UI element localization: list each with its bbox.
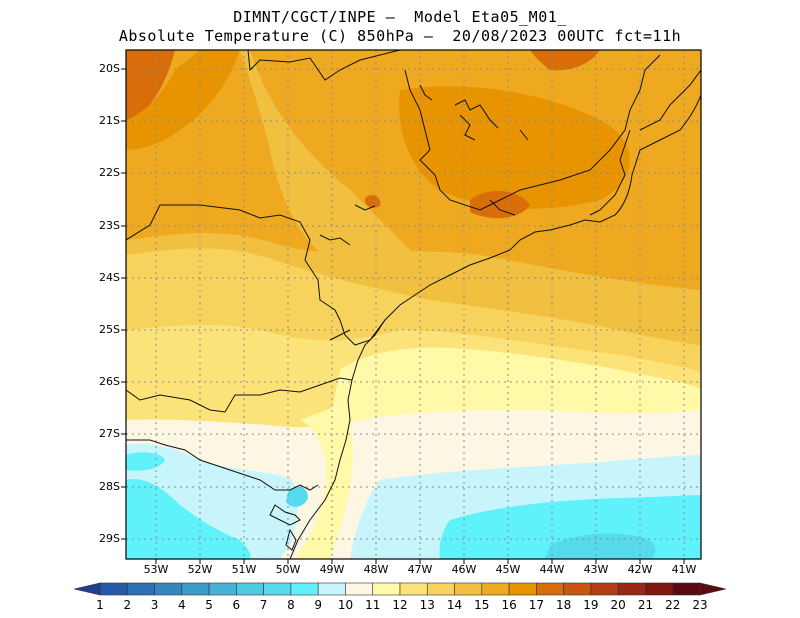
colorbar-label: 1 xyxy=(96,598,104,612)
colorbar-segment xyxy=(672,582,701,596)
colorbar-label: 12 xyxy=(392,598,408,612)
colorbar-label: 16 xyxy=(501,598,517,612)
colorbar-label: 19 xyxy=(583,598,599,612)
colorbar xyxy=(73,582,727,596)
colorbar-segment xyxy=(399,582,428,596)
colorbar-label: 2 xyxy=(123,598,132,612)
lat-label: 25S xyxy=(99,323,120,336)
colorbar-segment xyxy=(345,582,374,596)
lon-label: 53W xyxy=(143,563,169,576)
lat-label: 28S xyxy=(99,480,120,493)
colorbar-segment xyxy=(290,582,319,596)
colorbar-label: 8 xyxy=(287,598,295,612)
colorbar-segment xyxy=(590,582,619,596)
lat-label: 20S xyxy=(99,62,120,75)
lon-label: 43W xyxy=(583,563,609,576)
colorbar-segment xyxy=(208,582,237,596)
plot-frame xyxy=(125,49,702,560)
colorbar-label: 6 xyxy=(232,598,241,612)
lat-label: 21S xyxy=(99,114,120,127)
colorbar-segment xyxy=(481,582,510,596)
axis-ticks xyxy=(121,68,685,564)
colorbar-segment xyxy=(317,582,346,596)
colorbar-label: 23 xyxy=(692,598,708,612)
lon-label: 51W xyxy=(231,563,257,576)
colorbar-segment xyxy=(617,582,646,596)
colorbar-label: 15 xyxy=(474,598,490,612)
borders xyxy=(126,50,701,559)
colorbar-segment xyxy=(508,582,537,596)
colorbar-segment xyxy=(563,582,592,596)
colorbar-segment xyxy=(536,582,564,596)
colorbar-segment xyxy=(372,582,401,596)
lon-label: 48W xyxy=(363,563,389,576)
colorbar-label: 4 xyxy=(177,598,186,612)
colorbar-segment xyxy=(263,582,292,596)
lon-label: 42W xyxy=(627,563,653,576)
colorbar-label: 17 xyxy=(528,598,544,612)
colorbar-label: 7 xyxy=(259,598,268,612)
colorbar-label: 13 xyxy=(419,598,435,612)
grid xyxy=(126,50,701,559)
colorbar-segment xyxy=(154,582,183,596)
lon-label: 46W xyxy=(451,563,477,576)
lon-label: 45W xyxy=(495,563,521,576)
lon-label: 50W xyxy=(275,563,301,576)
colorbar-label: 11 xyxy=(365,598,381,612)
colorbar-segment xyxy=(236,582,264,596)
temperature-field xyxy=(126,50,701,559)
colorbar-label: 5 xyxy=(205,598,213,612)
colorbar-arrow-left xyxy=(73,582,101,596)
lat-label: 27S xyxy=(99,427,120,440)
colorbar-segment xyxy=(126,582,155,596)
lat-label: 29S xyxy=(99,532,120,545)
colorbar-label: 20 xyxy=(610,598,626,612)
lat-label: 26S xyxy=(99,375,120,388)
lat-label: 23S xyxy=(99,219,120,232)
lon-label: 52W xyxy=(187,563,213,576)
title-line-1: DIMNT/CGCT/INPE – Model Eta05_M01_ xyxy=(233,8,567,26)
colorbar-segment xyxy=(99,582,128,596)
colorbar-segment xyxy=(645,582,674,596)
lon-label: 41W xyxy=(671,563,697,576)
lat-label: 22S xyxy=(99,166,120,179)
colorbar-label: 14 xyxy=(446,598,463,612)
lon-label: 47W xyxy=(407,563,433,576)
colorbar-label: 22 xyxy=(665,598,681,612)
colorbar-label: 18 xyxy=(555,598,572,612)
lat-label: 24S xyxy=(99,271,120,284)
colorbar-segment xyxy=(426,582,455,596)
colorbar-arrow-right xyxy=(699,582,727,596)
colorbar-label: 3 xyxy=(150,598,159,612)
colorbar-label: 21 xyxy=(637,598,654,612)
colorbar-segment xyxy=(454,582,483,596)
colorbar-label: 10 xyxy=(337,598,354,612)
lon-label: 44W xyxy=(539,563,565,576)
title-line-2: Absolute Temperature (C) 850hPa – 20/08/… xyxy=(118,27,682,45)
lon-label: 49W xyxy=(319,563,345,576)
colorbar-segment xyxy=(181,582,210,596)
colorbar-label: 9 xyxy=(314,598,322,612)
